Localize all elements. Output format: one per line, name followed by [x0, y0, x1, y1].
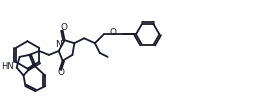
Text: N: N [55, 40, 62, 49]
Text: O: O [60, 23, 67, 32]
Text: O: O [110, 28, 117, 37]
Text: HN: HN [1, 62, 14, 71]
Text: O: O [57, 68, 64, 77]
